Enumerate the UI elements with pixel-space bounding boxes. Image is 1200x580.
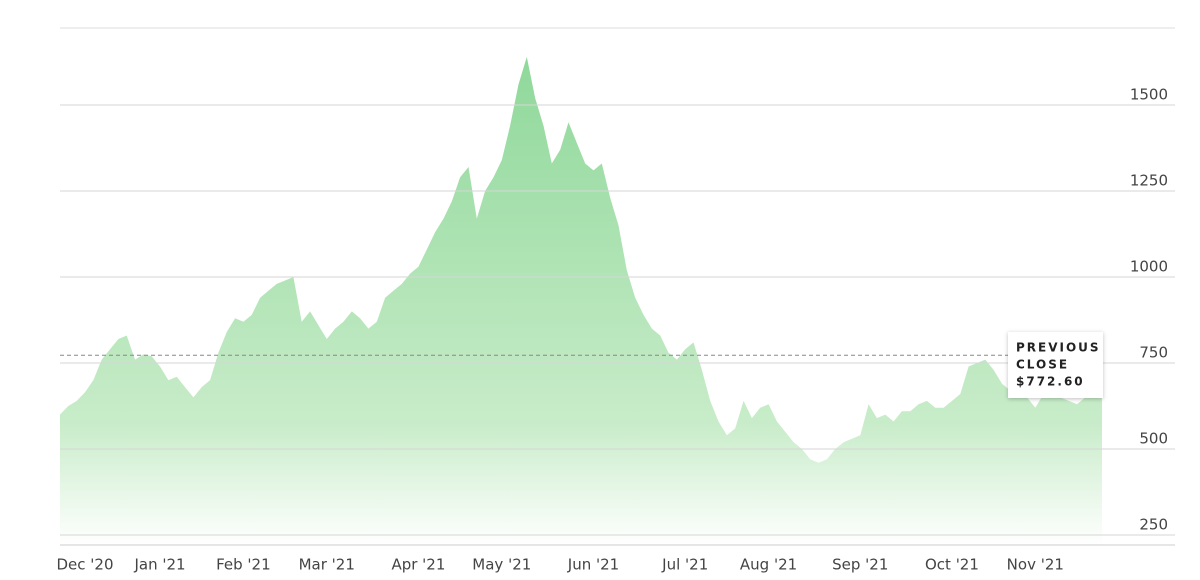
x-tick-label: Jul '21: [661, 556, 708, 574]
x-tick-label: Apr '21: [391, 556, 445, 574]
x-tick-label: Jun '21: [567, 556, 619, 574]
x-tick-label: May '21: [472, 556, 531, 574]
x-tick-label: Nov '21: [1007, 556, 1064, 574]
y-tick-label: 750: [1139, 344, 1168, 362]
x-tick-label: Mar '21: [299, 556, 355, 574]
x-tick-label: Oct '21: [925, 556, 979, 574]
x-tick-label: Dec '20: [57, 556, 114, 574]
price-area: [60, 56, 1102, 546]
y-tick-label: 250: [1139, 516, 1168, 534]
x-tick-label: Aug '21: [740, 556, 797, 574]
y-tick-label: 1500: [1130, 86, 1168, 104]
y-tick-label: 1250: [1130, 172, 1168, 190]
annotation-box: [1008, 332, 1103, 398]
x-tick-label: Feb '21: [216, 556, 271, 574]
annotation-value: $772.60: [1016, 375, 1085, 389]
x-tick-label: Sep '21: [832, 556, 888, 574]
annotation-title: CLOSE: [1016, 358, 1069, 372]
previous-close-annotation: PREVIOUS CLOSE $772.60: [1008, 332, 1103, 398]
annotation-title: PREVIOUS: [1016, 341, 1101, 355]
y-tick-label: 1000: [1130, 258, 1168, 276]
x-tick-label: Jan '21: [133, 556, 185, 574]
y-tick-label: 500: [1139, 430, 1168, 448]
